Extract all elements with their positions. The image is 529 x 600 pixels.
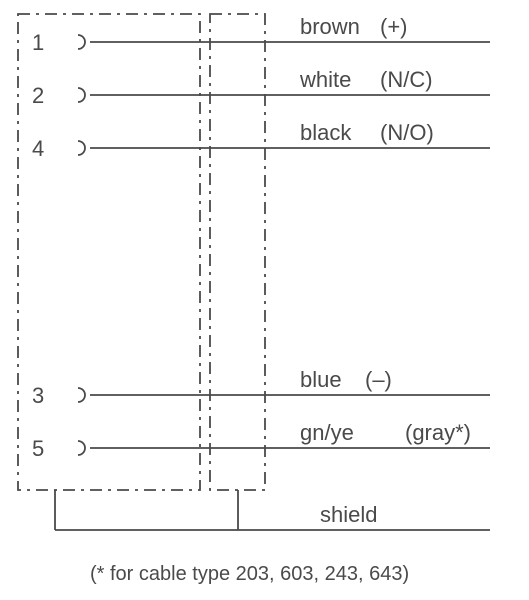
pin-number: 1: [32, 30, 44, 55]
wire-function-label: (–): [365, 367, 392, 392]
wire-color-label: blue: [300, 367, 342, 392]
wire-color-label: white: [299, 67, 351, 92]
terminal-icon: [78, 88, 85, 102]
terminal-icon: [78, 35, 85, 49]
terminal-icon: [78, 388, 85, 402]
footnote-text: (* for cable type 203, 603, 243, 643): [90, 563, 409, 585]
terminal-icon: [78, 141, 85, 155]
pin-number: 2: [32, 83, 44, 108]
shield-label: shield: [320, 502, 377, 527]
terminal-icon: [78, 441, 85, 455]
wire-function-label: (gray*): [405, 420, 471, 445]
outer-box: [18, 14, 200, 490]
inner-box: [210, 14, 265, 490]
wire-color-label: black: [300, 120, 352, 145]
wire-function-label: (N/O): [380, 120, 434, 145]
wire-function-label: (N/C): [380, 67, 433, 92]
pin-number: 3: [32, 383, 44, 408]
pin-number: 5: [32, 436, 44, 461]
wire-color-label: gn/ye: [300, 420, 354, 445]
wire-function-label: (+): [380, 14, 408, 39]
wire-color-label: brown: [300, 14, 360, 39]
pin-number: 4: [32, 136, 44, 161]
